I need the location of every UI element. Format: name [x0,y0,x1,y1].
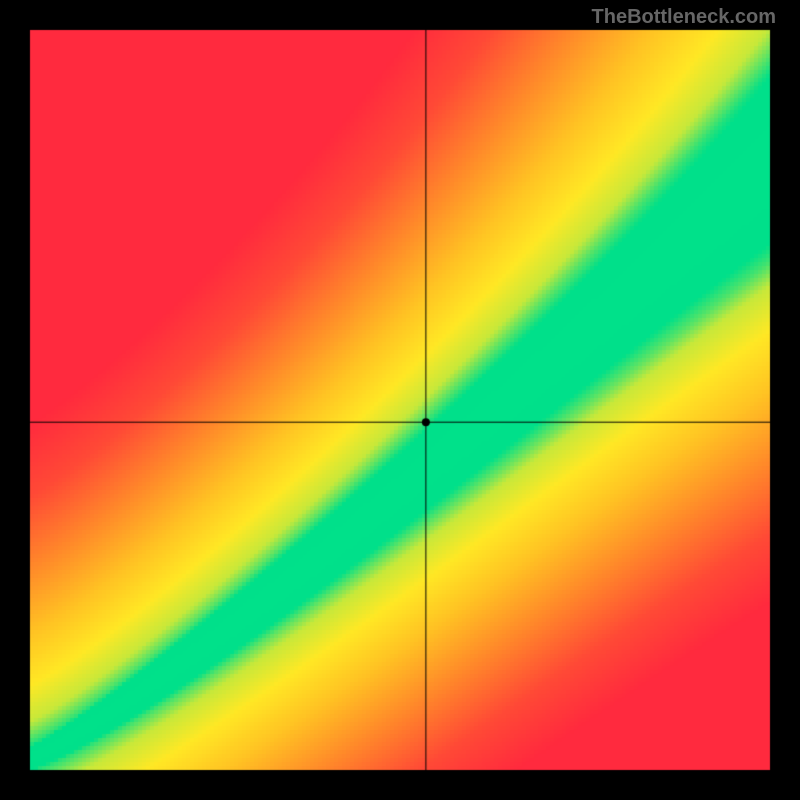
watermark-text: TheBottleneck.com [592,6,776,29]
chart-container: TheBottleneck.com [0,0,800,800]
bottleneck-heatmap [0,0,800,800]
